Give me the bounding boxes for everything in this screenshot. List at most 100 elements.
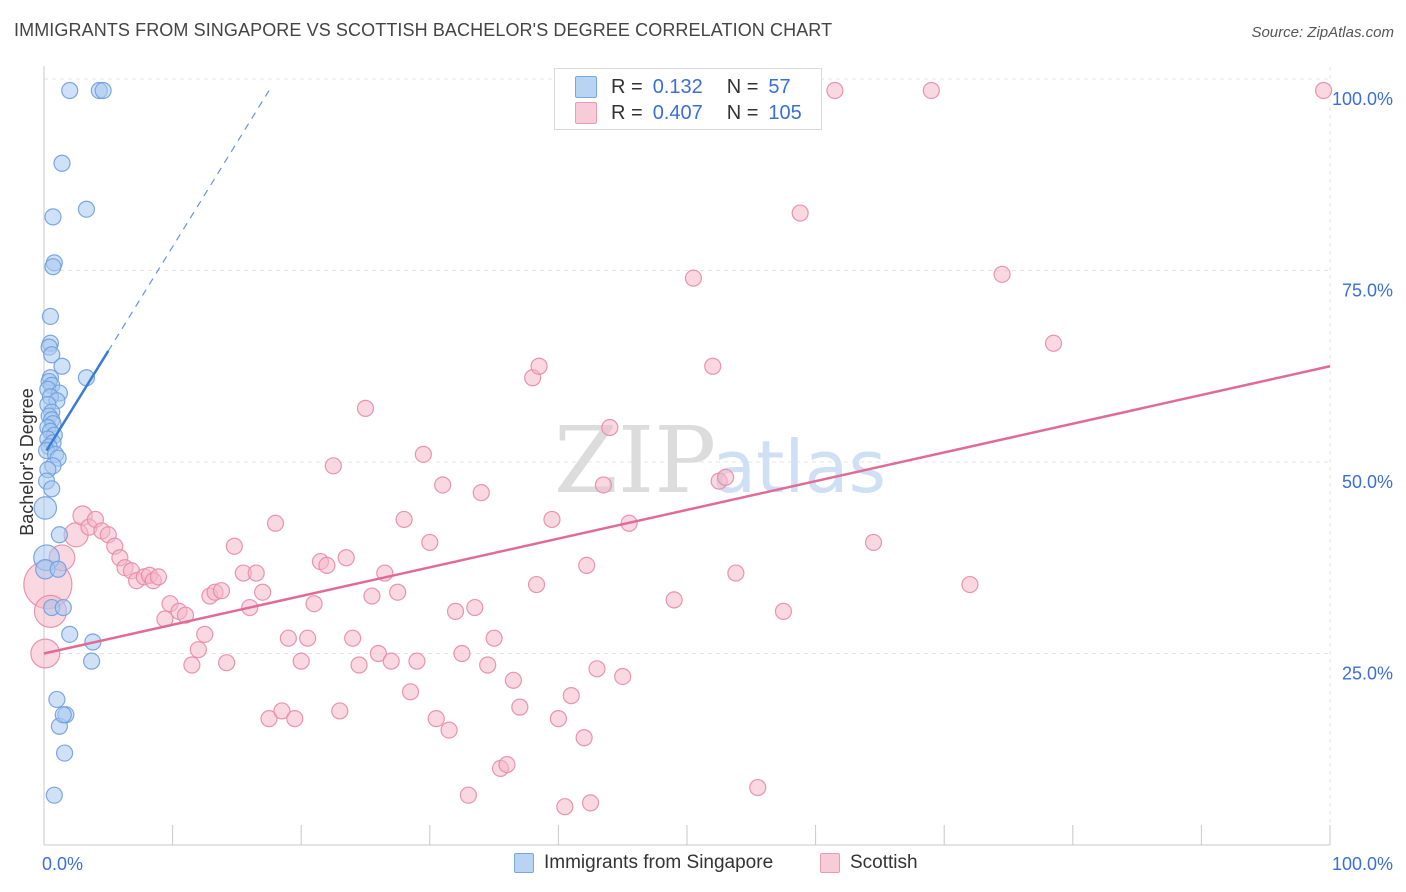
scottish-point-57 bbox=[401, 683, 420, 701]
scottish-point-96 bbox=[749, 778, 767, 797]
scottish-point-44 bbox=[318, 556, 336, 575]
scottish-point-102 bbox=[961, 575, 979, 594]
stats-row-singapore: R = 0.132 N = 57 bbox=[575, 74, 818, 100]
stats-row-scottish: R = 0.407 N = 105 bbox=[575, 100, 818, 126]
y-axis-label: Bachelor's Degree bbox=[17, 388, 37, 536]
stats-n-value: 57 bbox=[768, 75, 791, 98]
watermark-atlas: atlas bbox=[712, 425, 886, 509]
scottish-point-24 bbox=[189, 641, 207, 659]
singapore-point-45 bbox=[54, 598, 72, 617]
singapore-point-2 bbox=[94, 81, 112, 100]
scottish-point-48 bbox=[344, 629, 362, 647]
scottish-point-77 bbox=[527, 575, 546, 594]
scottish-point-97 bbox=[774, 602, 793, 620]
scottish-point-37 bbox=[273, 702, 291, 720]
scottish-point-34 bbox=[254, 583, 272, 601]
singapore-trend-extension bbox=[107, 90, 270, 352]
legend-item-scottish[interactable]: Scottish bbox=[820, 852, 918, 874]
scottish-point-94 bbox=[716, 468, 735, 486]
singapore-point-5 bbox=[44, 208, 62, 226]
singapore-point-39 bbox=[33, 496, 58, 520]
watermark-zip: ZIP bbox=[554, 407, 716, 514]
scottish-point-70 bbox=[485, 629, 503, 647]
scottish-point-104 bbox=[1044, 334, 1063, 352]
stats-r-value: 0.132 bbox=[652, 75, 703, 98]
scottish-point-87 bbox=[601, 418, 619, 437]
singapore-point-3 bbox=[53, 154, 71, 172]
scottish-point-22 bbox=[176, 606, 195, 624]
scottish-point-73 bbox=[504, 671, 522, 689]
scottish-point-46 bbox=[331, 702, 349, 720]
scottish-point-36 bbox=[266, 514, 285, 532]
scottish-point-40 bbox=[292, 652, 310, 670]
scottish-point-67 bbox=[466, 598, 484, 617]
scottish-point-50 bbox=[356, 399, 375, 417]
singapore-point-7 bbox=[44, 258, 62, 276]
singapore-point-12 bbox=[53, 357, 71, 375]
singapore-point-8 bbox=[41, 307, 60, 326]
y-tick-label-0: 25.0% bbox=[1342, 664, 1393, 684]
singapore-point-48 bbox=[82, 652, 101, 670]
scottish-point-39 bbox=[286, 710, 304, 728]
scottish-point-80 bbox=[556, 798, 574, 816]
scottish-point-52 bbox=[369, 644, 387, 663]
stats-swatch-blue bbox=[575, 76, 597, 98]
source-credit: Source: ZipAtlas.com bbox=[1251, 24, 1394, 41]
trend-lines bbox=[43, 90, 1331, 655]
singapore-point-52 bbox=[54, 706, 72, 724]
singapore-point-43 bbox=[49, 560, 67, 578]
scottish-point-85 bbox=[588, 660, 606, 678]
scottish-point-23 bbox=[183, 656, 201, 674]
scottish-point-84 bbox=[578, 556, 596, 575]
stats-swatch-pink bbox=[575, 102, 597, 124]
singapore-point-11 bbox=[43, 346, 61, 364]
scottish-point-100 bbox=[864, 533, 883, 552]
scottish-point-86 bbox=[594, 476, 613, 494]
scottish-point-66 bbox=[459, 786, 477, 804]
tick-labels: 25.0% 50.0% 75.0% 100.0% 0.0% 100.0% bbox=[42, 89, 1393, 874]
scottish-point-47 bbox=[337, 549, 355, 567]
scottish-trend-line bbox=[43, 365, 1331, 655]
scottish-point-95 bbox=[727, 564, 745, 582]
singapore-point-49 bbox=[48, 690, 66, 709]
stats-r-label: R = bbox=[611, 101, 643, 124]
y-tick-label-2: 75.0% bbox=[1342, 281, 1393, 301]
scottish-point-38 bbox=[279, 629, 297, 647]
scottish-point-30 bbox=[225, 537, 243, 555]
scottish-point-92 bbox=[704, 357, 722, 375]
singapore-point-53 bbox=[55, 744, 74, 762]
scottish-point-56 bbox=[395, 510, 413, 529]
scottish-point-58 bbox=[408, 652, 426, 670]
scottish-point-78 bbox=[543, 510, 561, 529]
scottish-point-76 bbox=[530, 357, 548, 375]
scottish-point-105 bbox=[1314, 81, 1333, 100]
y-tick-label-3: 100.0% bbox=[1332, 89, 1393, 109]
scottish-point-64 bbox=[446, 602, 465, 620]
scottish-point-103 bbox=[993, 265, 1011, 283]
scottish-point-29 bbox=[218, 654, 236, 672]
scottish-point-54 bbox=[382, 652, 400, 670]
legend-swatch-pink bbox=[820, 853, 840, 873]
scottish-point-101 bbox=[922, 81, 940, 100]
scottish-point-82 bbox=[575, 729, 593, 747]
singapore-point-38 bbox=[43, 480, 61, 498]
stats-n-value: 105 bbox=[768, 101, 802, 124]
scottish-point-83 bbox=[581, 794, 600, 812]
scottish-point-74 bbox=[511, 698, 529, 716]
scottish-point-72 bbox=[498, 755, 516, 774]
scottish-point-81 bbox=[562, 687, 580, 705]
scottish-point-98 bbox=[791, 204, 809, 222]
scottish-point-68 bbox=[472, 484, 490, 502]
x-tick-label-1: 100.0% bbox=[1332, 854, 1393, 874]
scottish-point-45 bbox=[324, 457, 342, 475]
scottish-point-55 bbox=[389, 583, 407, 601]
scottish-point-35 bbox=[260, 710, 278, 728]
scottish-point-49 bbox=[350, 656, 368, 674]
singapore-trend-line bbox=[45, 350, 110, 452]
scottish-point-60 bbox=[421, 533, 439, 552]
scottish-point-61 bbox=[427, 710, 445, 728]
stats-n-label: N = bbox=[726, 101, 759, 124]
legend-item-singapore[interactable]: Immigrants from Singapore bbox=[514, 852, 773, 874]
watermark: ZIP atlas bbox=[554, 407, 886, 514]
